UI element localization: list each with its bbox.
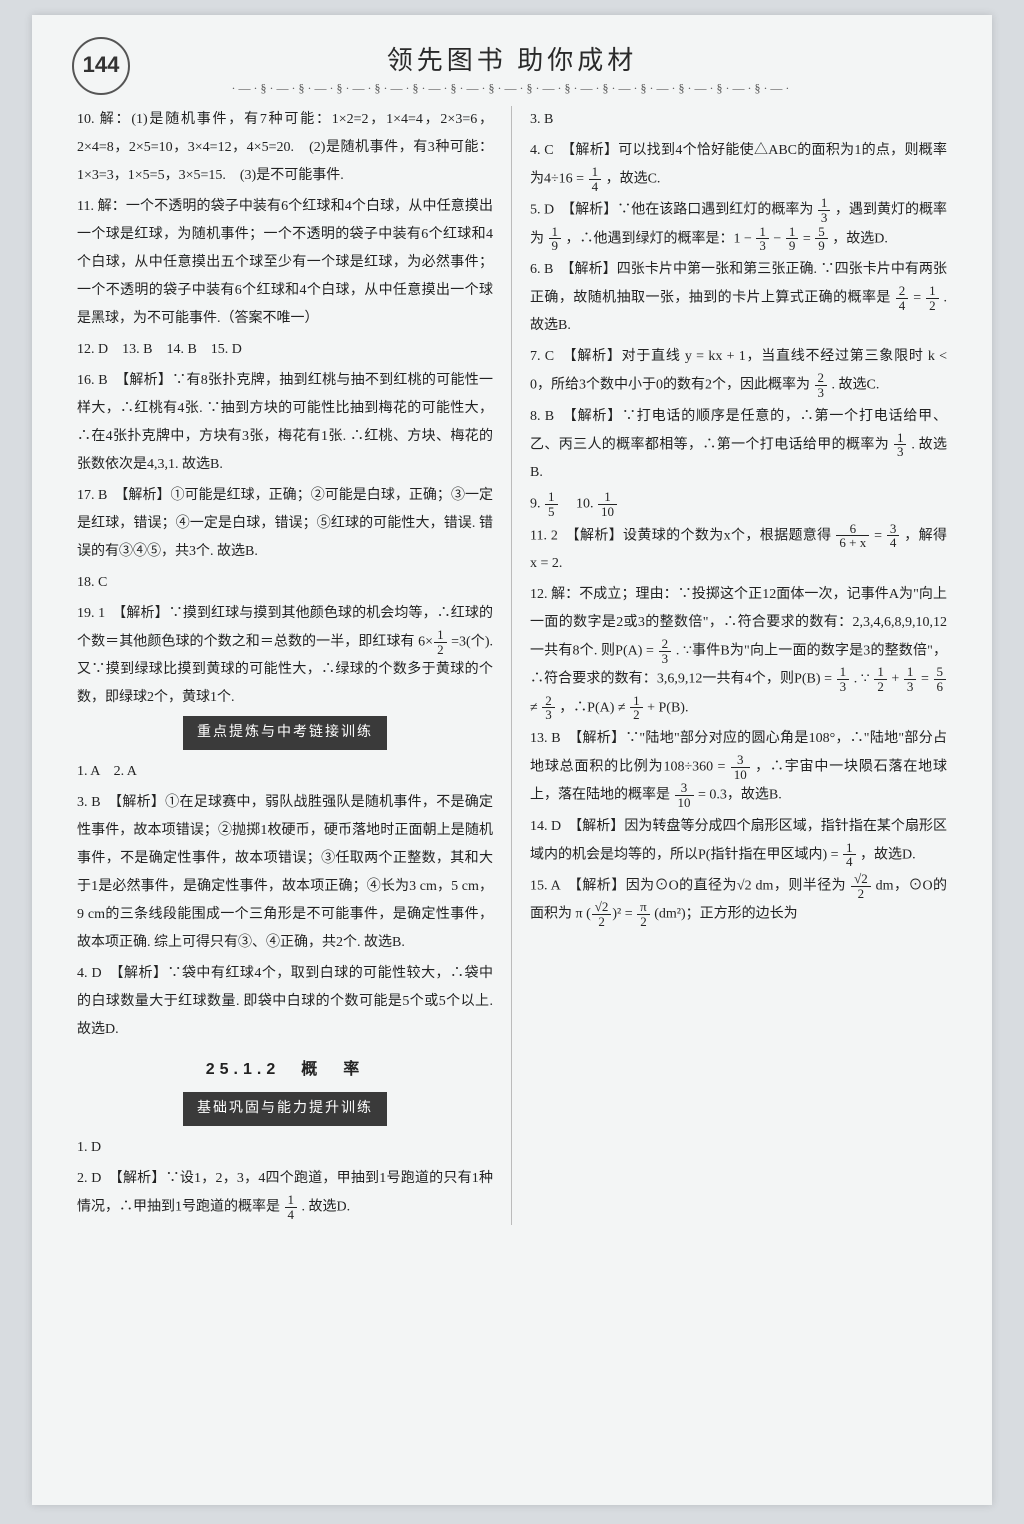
left-column: 10. 解：(1)是随机事件，有7种可能：1×2=2，1×4=4，2×3=6，2… xyxy=(67,106,512,1225)
z3: 3. B 【解析】①在足球赛中，弱队战胜强队是随机事件，不是确定性事件，故本项错… xyxy=(77,789,493,957)
r8a: 8. B 【解析】∵打电话的顺序是任意的，∴第一个打电话给甲、乙、丙三人的概率都… xyxy=(530,409,947,452)
section-box-jichu: 基础巩固与能力提升训练 xyxy=(183,1092,387,1126)
z1-2: 1. A 2. A xyxy=(77,758,493,786)
frac-1-4-b: 14 xyxy=(589,165,602,193)
frac-1-4-c: 14 xyxy=(843,841,856,869)
r8: 8. B 【解析】∵打电话的顺序是任意的，∴第一个打电话给甲、乙、丙三人的概率都… xyxy=(530,403,947,487)
page: 144 领先图书 助你成材 ·—·§·—·§·—·§·—·§·—·§·—·§·—… xyxy=(32,15,992,1505)
frac-r2-2-sq: √22 xyxy=(592,900,612,928)
frac-2-3-a: 23 xyxy=(815,371,828,399)
frac-2-4: 24 xyxy=(896,284,909,312)
q18: 18. C xyxy=(77,569,493,597)
q19: 19. 1 【解析】∵摸到红球与摸到其他颜色球的机会均等，∴红球的个数＝其他颜色… xyxy=(77,600,493,712)
r7b: . 故选C. xyxy=(832,378,880,393)
r14: 14. D 【解析】因为转盘等分成四个扇形区域，指针指在某个扇形区域内的机会是均… xyxy=(530,813,947,869)
r13c: = 0.3，故选B. xyxy=(698,788,782,803)
page-header-title: 领先图书 助你成材 xyxy=(67,40,957,77)
q12-15: 12. D 13. B 14. B 15. D xyxy=(77,336,493,364)
right-column: 3. B 4. C 【解析】可以找到4个恰好能使△ABC的面积为1的点，则概率为… xyxy=(512,106,957,1225)
frac-1-4-a: 14 xyxy=(285,1193,298,1221)
frac-1-9-a: 19 xyxy=(549,225,562,253)
two-column-layout: 10. 解：(1)是随机事件，有7种可能：1×2=2，1×4=4，2×3=6，2… xyxy=(67,106,957,1225)
r4: 4. C 【解析】可以找到4个恰好能使△ABC的面积为1的点，则概率为4÷16 … xyxy=(530,137,947,193)
frac-1-3-c: 13 xyxy=(894,431,907,459)
r12c: ，∴P(A) ≠ xyxy=(559,700,625,715)
frac-1-10: 110 xyxy=(598,490,617,518)
r5d: ，故选D. xyxy=(832,231,888,246)
z4: 4. D 【解析】∵袋中有红球4个，取到白球的可能性较大，∴袋中的白球数量大于红… xyxy=(77,960,493,1044)
frac-1-2-b: 12 xyxy=(874,665,887,693)
frac-1-2-c: 12 xyxy=(630,694,643,722)
r5a: 5. D 【解析】∵他在该路口遇到红灯的概率为 xyxy=(530,203,813,218)
section-box-zhongdian: 重点提炼与中考链接训练 xyxy=(183,716,387,750)
frac-3-10-a: 310 xyxy=(731,753,750,781)
frac-5-6: 56 xyxy=(934,665,947,693)
r5: 5. D 【解析】∵他在该路口遇到红灯的概率为 13 ，遇到黄灯的概率为 19 … xyxy=(530,196,947,253)
r13: 13. B 【解析】∵"陆地"部分对应的圆心角是108°，∴"陆地"部分占地球总… xyxy=(530,725,947,810)
j2-text-b: . 故选D. xyxy=(302,1200,351,1215)
r12d: + P(B). xyxy=(647,700,688,715)
section-title-25-1-2: 25.1.2 概 率 xyxy=(77,1054,493,1086)
j2: 2. D 【解析】∵设1，2，3，4四个跑道，甲抽到1号跑道的只有1种情况，∴甲… xyxy=(77,1165,493,1221)
frac-2-3-c: 23 xyxy=(542,694,555,722)
q11: 11. 解：一个不透明的袋子中装有6个红球和4个白球，从中任意摸出一个球是红球，… xyxy=(77,193,493,333)
frac-1-2: 12 xyxy=(434,628,447,656)
r9-10: 9. 15 10. 110 xyxy=(530,490,947,518)
r9-label: 9. xyxy=(530,497,544,512)
frac-2-3-b: 23 xyxy=(659,637,672,665)
frac-3-10-b: 310 xyxy=(675,781,694,809)
r5c: ，∴他遇到绿灯的概率是：1 − xyxy=(566,231,752,246)
frac-1-9-b: 19 xyxy=(786,225,799,253)
frac-1-3-a: 13 xyxy=(818,196,831,224)
frac-1-3-b: 13 xyxy=(756,225,769,253)
j1: 1. D xyxy=(77,1134,493,1162)
r14b: ，故选D. xyxy=(860,847,916,862)
r3: 3. B xyxy=(530,106,947,134)
frac-r2-2: √22 xyxy=(851,872,871,900)
frac-1-3-e: 13 xyxy=(904,665,917,693)
header-ornament: ·—·§·—·§·—·§·—·§·—·§·—·§·—·§·—·§·—·§·—·§… xyxy=(67,81,957,96)
frac-6-6x: 66 + x xyxy=(836,522,869,550)
frac-3-4: 34 xyxy=(887,522,900,550)
q10: 10. 解：(1)是随机事件，有7种可能：1×2=2，1×4=4，2×3=6，2… xyxy=(77,106,493,190)
frac-5-9: 59 xyxy=(815,225,828,253)
r4b: ，故选C. xyxy=(606,171,661,186)
frac-1-3-d: 13 xyxy=(837,665,850,693)
frac-pi-2: π2 xyxy=(637,900,650,928)
r15c: (dm²)；正方形的边长为 xyxy=(654,907,797,922)
r6: 6. B 【解析】四张卡片中第一张和第三张正确. ∵四张卡片中有两张正确，故随机… xyxy=(530,256,947,340)
r7: 7. C 【解析】对于直线 y = kx + 1，当直线不经过第三象限时 k <… xyxy=(530,343,947,399)
q16: 16. B 【解析】∵有8张扑克牌，抽到红桃与抽不到红桃的可能性一样大，∴红桃有… xyxy=(77,367,493,479)
r6a: 6. B 【解析】四张卡片中第一张和第三张正确. ∵四张卡片中有两张正确，故随机… xyxy=(530,262,947,305)
r12: 12. 解：不成立；理由：∵投掷这个正12面体一次，记事件A为"向上一面的数字是… xyxy=(530,581,947,722)
frac-1-5: 15 xyxy=(545,490,558,518)
r7a: 7. C 【解析】对于直线 y = kx + 1，当直线不经过第三象限时 k <… xyxy=(530,349,947,392)
r11: 11. 2 【解析】设黄球的个数为x个，根据题意得 66 + x = 34 ，解… xyxy=(530,522,947,578)
q19-text-a: 19. 1 【解析】∵摸到红球与摸到其他颜色球的机会均等，∴红球的个数＝其他颜色… xyxy=(77,606,493,649)
r15a: 15. A 【解析】因为⊙O的直径为√2 dm，则半径为 xyxy=(530,878,846,893)
frac-1-2-a: 12 xyxy=(926,284,939,312)
r11a: 11. 2 【解析】设黄球的个数为x个，根据题意得 xyxy=(530,528,832,543)
q17: 17. B 【解析】①可能是红球，正确；②可能是白球，正确；③一定是红球，错误；… xyxy=(77,482,493,566)
r15: 15. A 【解析】因为⊙O的直径为√2 dm，则半径为 √22 dm，⊙O的面… xyxy=(530,872,947,929)
r10-label: 10. xyxy=(562,497,597,512)
